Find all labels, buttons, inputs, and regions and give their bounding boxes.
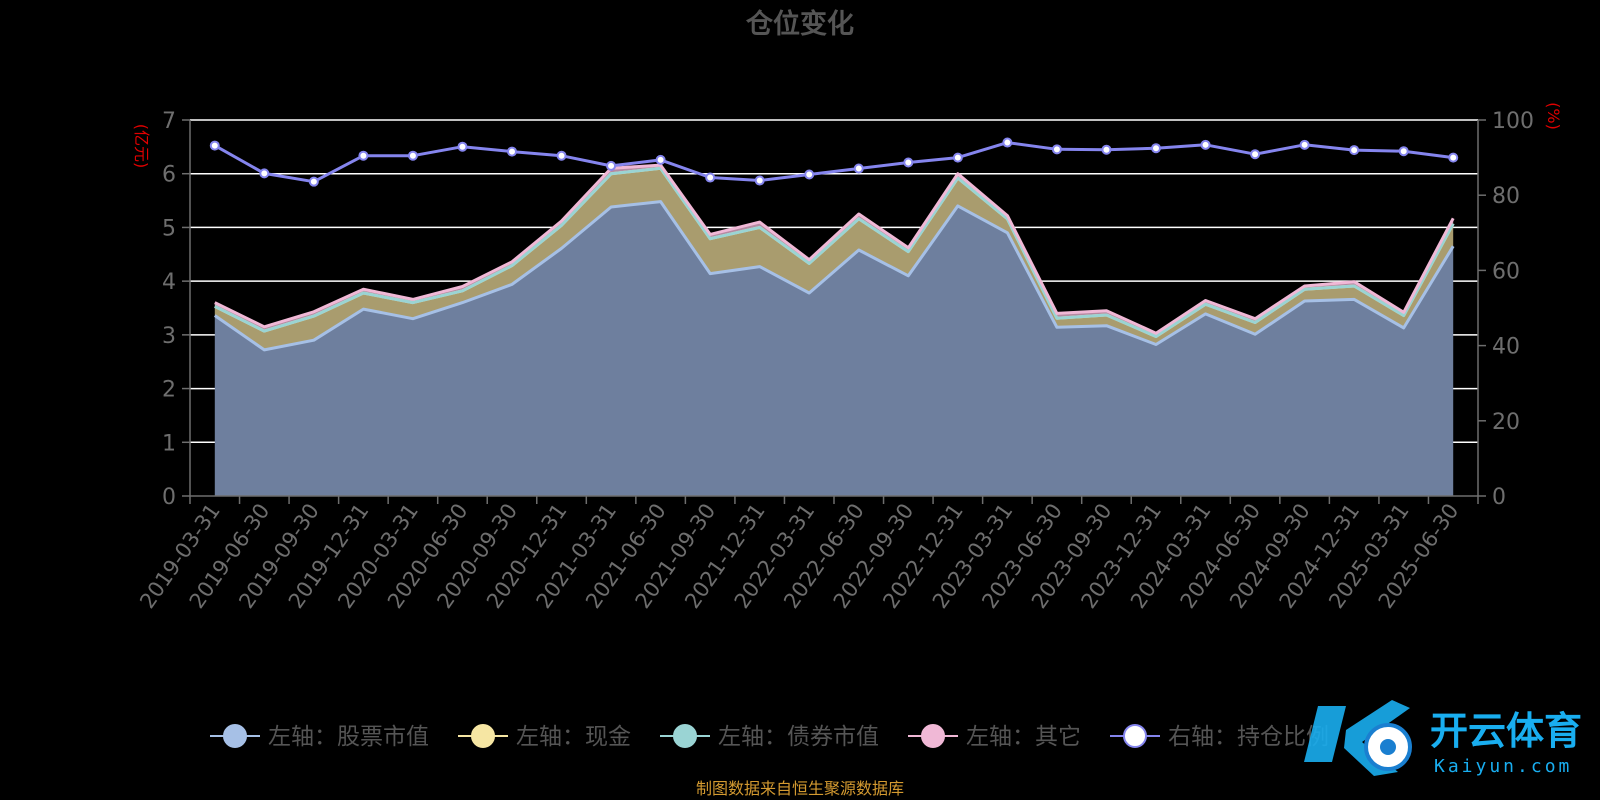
- left-axis-tick-label: 4: [162, 270, 176, 295]
- legend-label: 左轴：债券市值: [718, 724, 879, 750]
- line-左轴：其它: [214, 163, 1455, 335]
- left-axis-tick-label: 3: [162, 324, 176, 349]
- legend-label: 左轴：现金: [516, 724, 631, 750]
- series-lines: [213, 141, 1455, 352]
- legend-label: 左轴：其它: [966, 724, 1081, 750]
- stacked-areas: [214, 165, 1454, 496]
- watermark-brand-cn: 开云体育: [1430, 709, 1582, 753]
- point-右轴：持仓比例: [407, 150, 418, 161]
- area-左轴：现金: [214, 168, 1454, 350]
- watermark-brand-en: Kaiyun.com: [1434, 756, 1572, 777]
- point-右轴：持仓比例: [1101, 144, 1112, 155]
- point-右轴：持仓比例: [259, 168, 270, 179]
- left-axis-tick-label: 7: [162, 109, 176, 134]
- legend-item[interactable]: 左轴：其它: [908, 724, 1081, 750]
- legend-marker-icon: [223, 724, 247, 748]
- left-axis-tick-label: 1: [162, 431, 176, 456]
- right-axis-tick-label: 80: [1492, 184, 1520, 209]
- left-axis-tick-label: 5: [162, 216, 176, 241]
- watermark-logo: 开云体育 Kaiyun.com: [1304, 700, 1582, 777]
- point-右轴：持仓比例: [1299, 139, 1310, 150]
- point-右轴：持仓比例: [655, 154, 666, 165]
- right-axis-tick-label: 60: [1492, 259, 1520, 284]
- point-右轴：持仓比例: [1398, 146, 1409, 157]
- point-右轴：持仓比例: [754, 175, 765, 186]
- point-右轴：持仓比例: [308, 176, 319, 187]
- line-左轴：股票市值: [213, 200, 1455, 352]
- kaiyun-k-logo-icon: [1304, 700, 1410, 776]
- point-右轴：持仓比例: [903, 157, 914, 168]
- point-右轴：持仓比例: [1051, 144, 1062, 155]
- left-axis-tick-label: 2: [162, 378, 176, 403]
- chart-title: 仓位变化: [745, 8, 854, 40]
- legend-marker-icon: [471, 724, 495, 748]
- point-右轴：持仓比例: [853, 163, 864, 174]
- legend-marker-icon: [921, 724, 945, 748]
- point-右轴：持仓比例: [507, 146, 517, 157]
- point-右轴：持仓比例: [556, 150, 567, 161]
- legend-item[interactable]: 左轴：现金: [458, 724, 631, 750]
- point-右轴：持仓比例: [1151, 143, 1161, 154]
- legend-label: 右轴：持仓比例: [1168, 724, 1329, 750]
- right-axis-unit: (%): [1544, 102, 1563, 130]
- point-右轴：持仓比例: [1349, 145, 1360, 156]
- legend-label: 左轴：股票市值: [268, 724, 429, 750]
- series-points: [209, 137, 1459, 187]
- point-右轴：持仓比例: [1448, 152, 1459, 163]
- soccer-ball-center-icon: [1380, 739, 1396, 755]
- point-右轴：持仓比例: [804, 169, 815, 180]
- point-右轴：持仓比例: [705, 172, 716, 183]
- right-axis-tick-label: 20: [1492, 410, 1520, 435]
- point-右轴：持仓比例: [358, 150, 369, 161]
- legend-marker-icon: [673, 724, 697, 748]
- area-左轴：股票市值: [214, 201, 1454, 496]
- point-右轴：持仓比例: [1200, 139, 1211, 150]
- legend-marker-icon: [1123, 724, 1147, 748]
- point-右轴：持仓比例: [606, 160, 617, 171]
- point-右轴：持仓比例: [1250, 149, 1261, 160]
- point-右轴：持仓比例: [952, 152, 963, 163]
- point-右轴：持仓比例: [209, 140, 220, 151]
- line-左轴：债券市值: [214, 166, 1455, 338]
- right-axis-tick-label: 40: [1492, 335, 1520, 360]
- legend[interactable]: 左轴：股票市值 左轴：现金 左轴：债券市值 左轴：其它 右轴：持仓比例: [210, 724, 1329, 750]
- point-右轴：持仓比例: [1002, 137, 1013, 148]
- legend-item[interactable]: 左轴：股票市值: [210, 724, 429, 750]
- right-axis-tick-label: 0: [1492, 485, 1506, 510]
- point-右轴：持仓比例: [457, 141, 468, 152]
- legend-item[interactable]: 左轴：债券市值: [660, 724, 879, 750]
- left-axis-tick-label: 0: [162, 485, 176, 510]
- left-axis-tick-label: 6: [162, 163, 176, 188]
- line-右轴：持仓比例: [214, 141, 1454, 184]
- legend-item[interactable]: 右轴：持仓比例: [1110, 724, 1329, 750]
- footer-source-note: 制图数据来自恒生聚源数据库: [696, 779, 904, 798]
- right-axis-tick-label: 100: [1492, 109, 1534, 134]
- left-axis-unit: (亿元): [132, 124, 151, 169]
